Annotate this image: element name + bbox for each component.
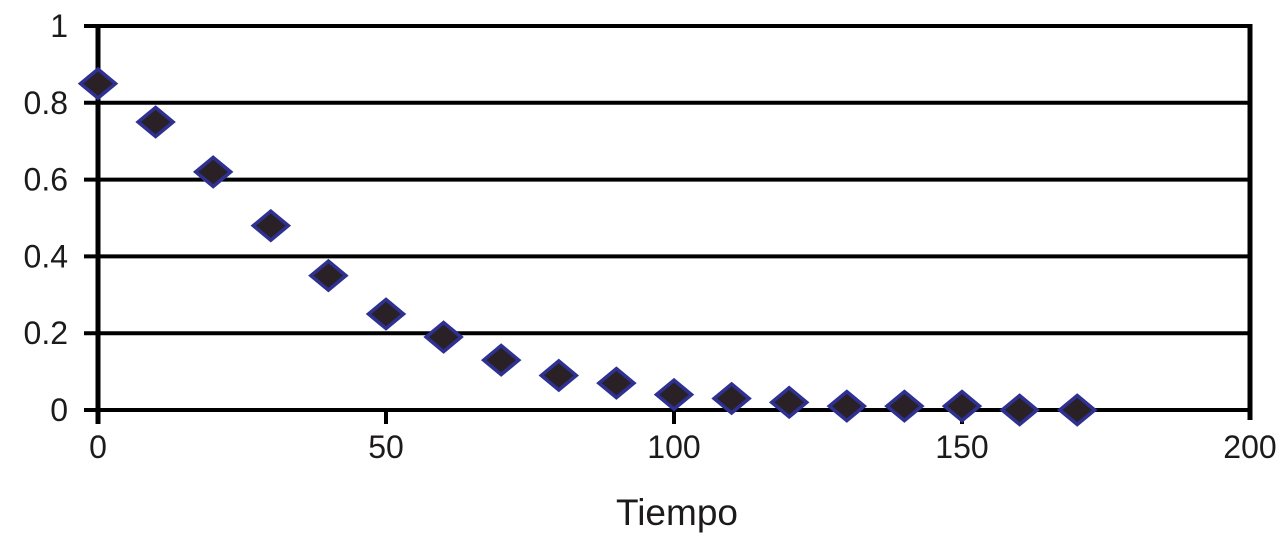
data-point-marker bbox=[77, 66, 119, 101]
data-point-marker bbox=[250, 208, 292, 243]
x-tick-label: 100 bbox=[647, 429, 700, 465]
x-tick-label: 200 bbox=[1223, 429, 1276, 465]
data-point-marker bbox=[480, 343, 522, 377]
data-point-marker bbox=[308, 258, 349, 293]
data-point-marker bbox=[1056, 393, 1098, 427]
y-tick-label: 0.4 bbox=[24, 238, 68, 274]
tick-labels-layer: 0 0.2 0.4 0.6 0.8 1 0 50 100 150 200 bbox=[24, 8, 1277, 465]
data-point-marker bbox=[192, 155, 234, 189]
data-point-marker bbox=[884, 389, 925, 423]
data-point-marker bbox=[538, 358, 580, 393]
y-tick-label: 0.8 bbox=[24, 85, 68, 121]
data-point-marker bbox=[999, 393, 1040, 427]
x-tick-label: 50 bbox=[368, 429, 404, 465]
data-point-marker bbox=[423, 320, 464, 354]
data-point-marker bbox=[768, 385, 810, 420]
data-point-marker bbox=[653, 377, 695, 412]
y-tick-label: 0.6 bbox=[24, 162, 68, 198]
data-point-marker bbox=[365, 297, 407, 331]
x-tick-label: 150 bbox=[935, 429, 988, 465]
data-point-marker bbox=[596, 366, 637, 400]
y-tick-label: 0 bbox=[50, 392, 68, 428]
data-point-marker bbox=[826, 389, 868, 423]
data-point-marker bbox=[711, 381, 752, 416]
data-point-marker bbox=[941, 389, 983, 423]
x-axis-title: Tiempo bbox=[616, 492, 738, 533]
data-point-marker bbox=[135, 105, 176, 139]
grid-layer bbox=[84, 24, 1250, 412]
data-points-layer bbox=[77, 66, 1098, 427]
y-tick-label: 1 bbox=[50, 8, 68, 44]
x-tick-label: 0 bbox=[89, 429, 107, 465]
y-tick-label: 0.2 bbox=[24, 315, 68, 351]
